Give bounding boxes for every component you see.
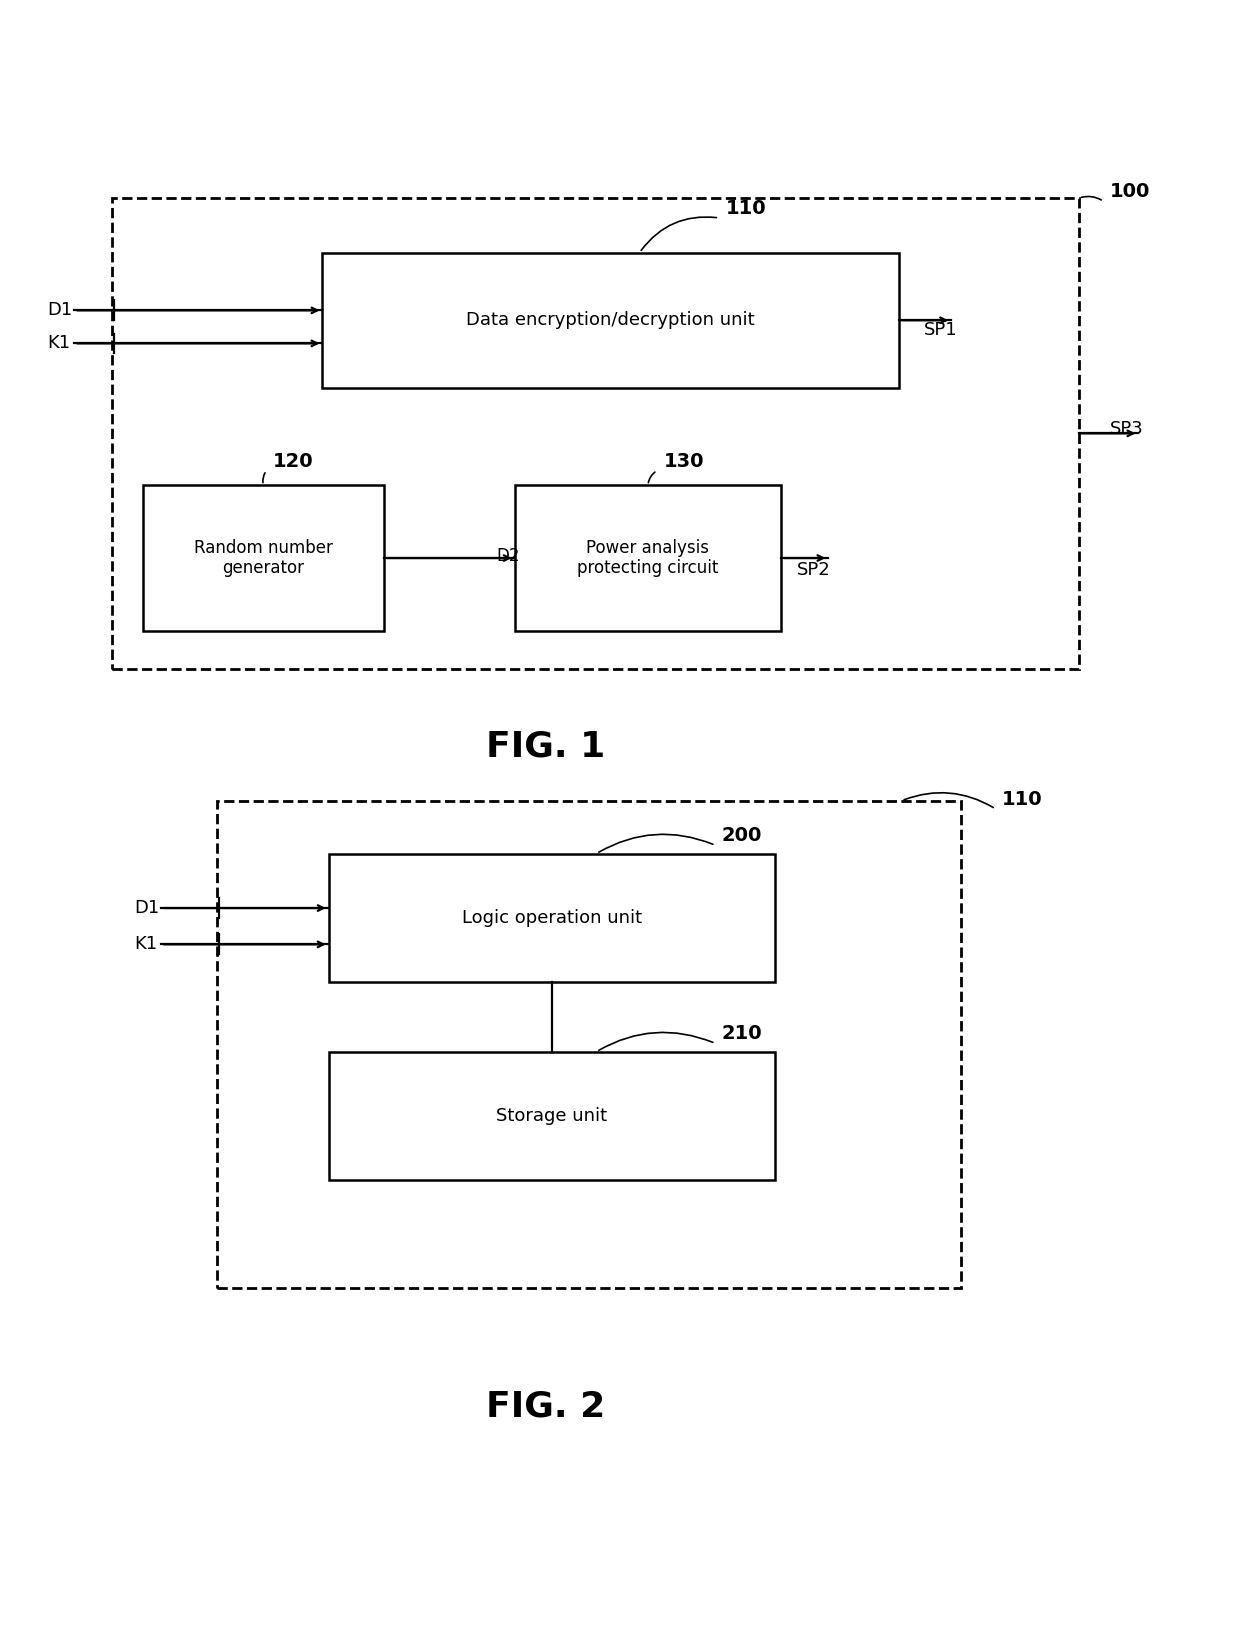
Text: D1: D1 [134, 900, 159, 916]
Text: Storage unit: Storage unit [496, 1108, 608, 1124]
Text: FIG. 1: FIG. 1 [486, 730, 605, 763]
Text: K1: K1 [47, 335, 71, 352]
Text: 110: 110 [725, 198, 766, 218]
Text: 210: 210 [722, 1024, 763, 1043]
Bar [329, 1052, 775, 1180]
Bar [515, 485, 781, 631]
Text: D1: D1 [47, 302, 72, 319]
Text: SP2: SP2 [797, 561, 831, 578]
Text: 120: 120 [273, 451, 314, 471]
Text: 130: 130 [663, 451, 704, 471]
Text: Power analysis
protecting circuit: Power analysis protecting circuit [577, 538, 719, 578]
Bar [143, 485, 384, 631]
Bar [217, 801, 961, 1288]
Text: 100: 100 [1110, 182, 1151, 201]
Text: Logic operation unit: Logic operation unit [461, 910, 642, 926]
Text: Data encryption/decryption unit: Data encryption/decryption unit [466, 312, 755, 329]
Text: SP1: SP1 [924, 322, 957, 338]
Text: 200: 200 [722, 826, 763, 845]
Text: D2: D2 [496, 546, 520, 565]
Bar [329, 854, 775, 982]
Text: Random number
generator: Random number generator [195, 538, 332, 578]
Text: 110: 110 [1002, 789, 1043, 809]
Bar [322, 253, 899, 388]
Text: FIG. 2: FIG. 2 [486, 1390, 605, 1423]
Bar [112, 198, 1079, 669]
Text: K1: K1 [134, 936, 157, 953]
Text: SP3: SP3 [1110, 421, 1143, 438]
